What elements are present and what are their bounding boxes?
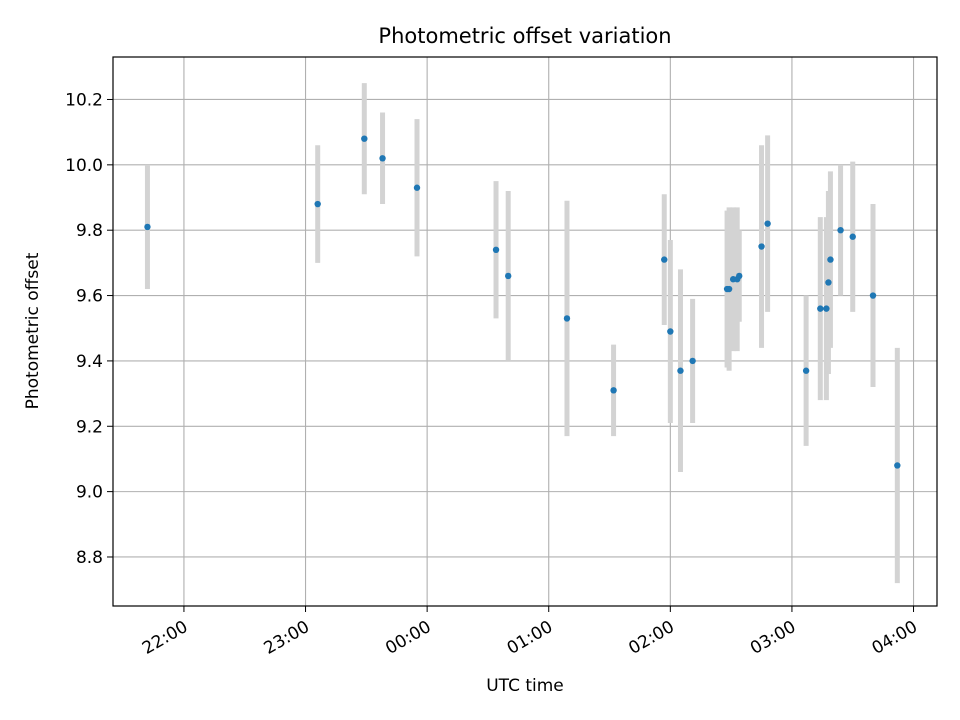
plot-frame	[112, 56, 938, 607]
data-point	[736, 272, 743, 280]
data-point	[825, 279, 832, 286]
data-point	[764, 220, 771, 227]
data-point	[413, 184, 421, 191]
y-tick-label: 10.0	[65, 156, 103, 176]
data-point	[823, 305, 830, 312]
y-tick-label: 9.6	[76, 287, 103, 307]
x-axis-title: UTC time	[486, 676, 564, 696]
data-point	[837, 226, 844, 234]
data-point	[869, 292, 877, 299]
y-tick-label: 9.0	[76, 483, 103, 503]
x-tick-label: 03:00	[747, 617, 799, 659]
x-tick-label: 04:00	[869, 617, 921, 659]
data-point	[610, 387, 617, 394]
data-point	[758, 243, 765, 250]
plot-background	[113, 57, 937, 606]
data-point	[827, 256, 834, 263]
y-tick-label: 9.8	[76, 221, 103, 241]
data-point	[802, 367, 810, 374]
y-tick-label: 9.4	[76, 352, 103, 372]
data-point	[689, 357, 696, 365]
data-point	[361, 135, 368, 142]
data-point	[144, 223, 151, 231]
data-point	[661, 256, 668, 263]
data-point	[725, 285, 733, 293]
chart-title: Photometric offset variation	[378, 24, 671, 48]
data-point	[492, 246, 500, 254]
y-tick-label: 10.2	[65, 90, 103, 110]
data-point	[667, 328, 674, 335]
y-tick-label: 8.8	[76, 548, 103, 568]
data-point	[563, 315, 571, 322]
data-point	[379, 155, 386, 162]
data-point	[505, 272, 512, 280]
x-tick-label: 22:00	[139, 617, 191, 659]
x-tick-label: 00:00	[382, 617, 434, 659]
data-point	[314, 200, 321, 208]
data-point	[677, 367, 684, 374]
data-point	[894, 462, 901, 469]
x-tick-label: 01:00	[504, 617, 556, 659]
data-point	[849, 233, 856, 240]
data-points	[144, 135, 901, 469]
data-point	[817, 305, 824, 312]
x-tick-label: 02:00	[625, 617, 677, 659]
y-axis-title: Photometric offset	[23, 252, 43, 409]
y-axis: 8.8 9.0 9.2 9.4 9.6 9.8 10.0 10.2	[65, 90, 113, 568]
x-axis: 22:00 23:00 00:00 01:00 02:00 03:00 04:00	[139, 606, 921, 659]
y-tick-label: 9.2	[76, 417, 103, 437]
x-tick-label: 23:00	[261, 617, 313, 659]
